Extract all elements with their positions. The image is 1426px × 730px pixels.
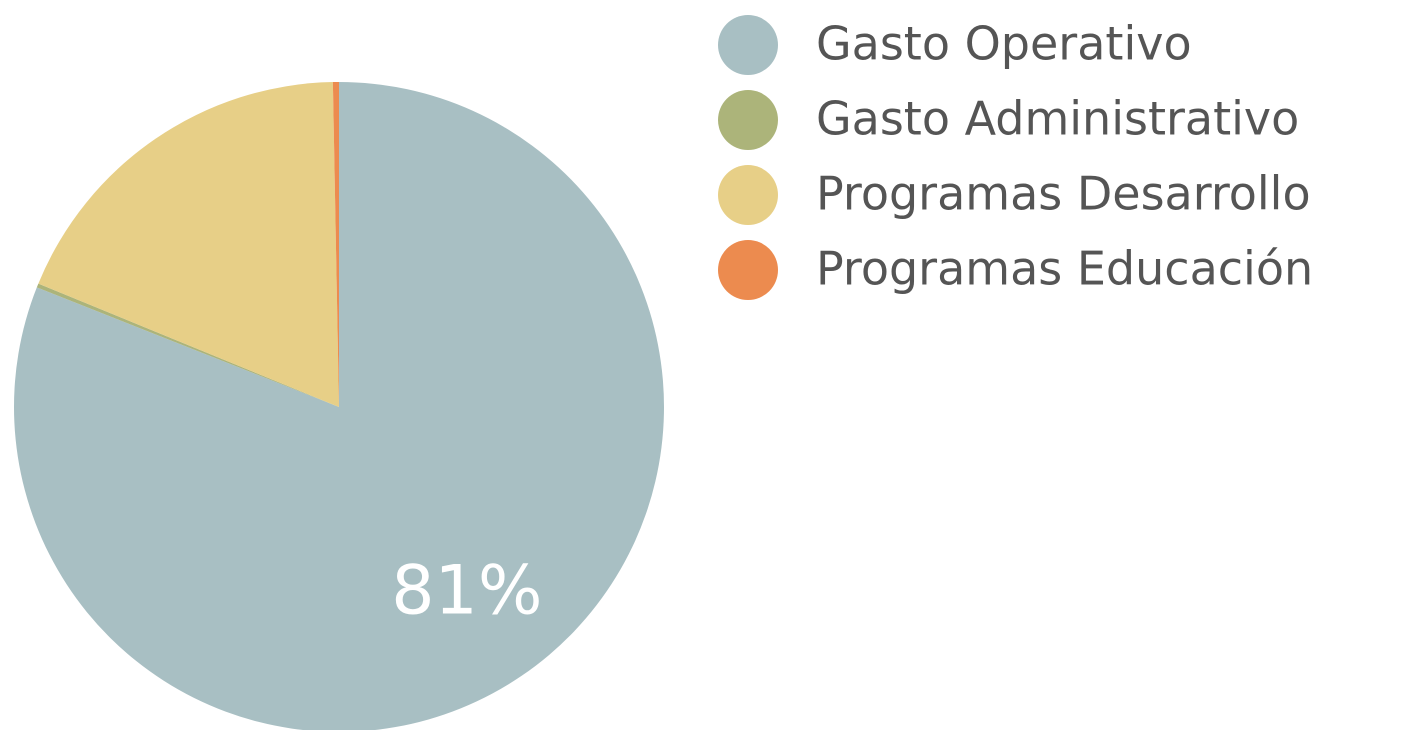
legend-swatch <box>718 90 778 150</box>
legend-label: Gasto Administrativo <box>816 92 1299 146</box>
legend-label: Gasto Operativo <box>816 17 1192 71</box>
legend-label: Programas Desarrollo <box>816 167 1311 221</box>
slice-label: 81% <box>391 552 542 631</box>
legend-label: Programas Educación <box>816 242 1313 296</box>
chart: 81% Gasto Operativo Gasto Administrativo Pr… <box>0 0 1426 730</box>
page: {"chart_data": { "type": "pie", "categor… <box>0 0 1426 730</box>
legend-swatch <box>718 240 778 300</box>
legend-swatch <box>718 15 778 75</box>
legend-swatch <box>718 165 778 225</box>
